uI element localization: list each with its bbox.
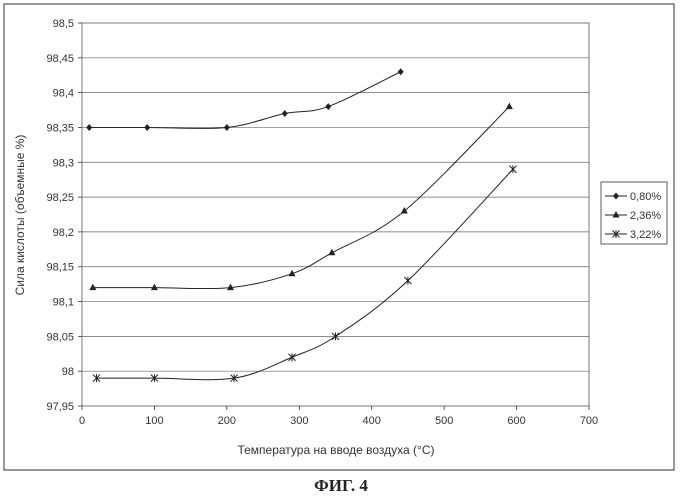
y-tick-label: 98,3 [53,157,74,169]
y-tick-label: 98,5 [53,18,74,30]
x-tick-label: 600 [507,415,525,427]
legend-label: 0,80% [630,191,661,203]
y-tick-label: 98,25 [46,192,74,204]
y-axis-label: Сила кислоты (объемные %) [13,135,27,296]
y-tick-label: 98,2 [53,227,74,239]
x-tick-label: 300 [290,415,308,427]
y-tick-label: 98,45 [46,53,74,65]
legend: 0,80% 2,36% 3,22% [601,182,667,244]
y-tick-label: 98,4 [53,88,74,100]
y-tick-label: 98,35 [46,122,74,134]
y-tick-label: 98,15 [46,262,74,274]
legend-label: 2,36% [630,210,661,222]
plot-area [82,23,589,406]
x-tick-label: 100 [145,415,163,427]
legend-label: 3,22% [630,229,661,241]
x-tick-label: 500 [435,415,453,427]
figure-caption: ФИГ. 4 [0,476,682,496]
x-tick-label: 400 [363,415,381,427]
chart: 97,95 98 98,05 98,1 98,15 98,2 98,25 98,3 98,35 9… [0,0,682,476]
y-tick-label: 97,95 [46,401,74,413]
x-tick-label: 0 [79,415,85,427]
y-tick-label: 98,1 [53,297,74,309]
x-tick-label: 200 [218,415,236,427]
y-tick-label: 98,05 [46,331,74,343]
x-axis-label: Температура на вводе воздуха (°C) [237,443,434,457]
x-tick-label: 700 [580,415,598,427]
y-tick-label: 98 [62,366,74,378]
